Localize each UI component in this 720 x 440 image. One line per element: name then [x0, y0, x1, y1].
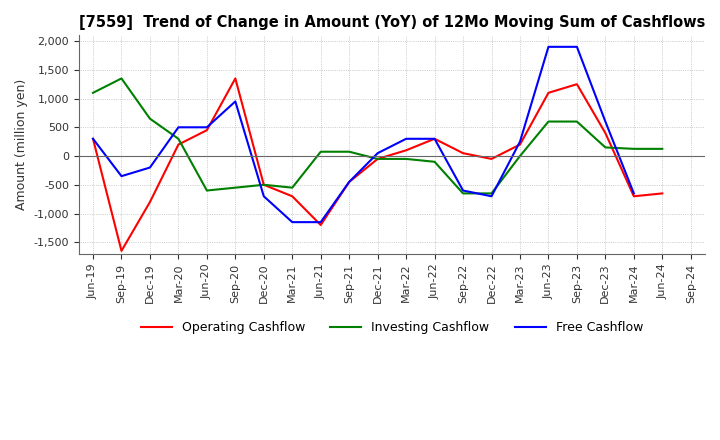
Free Cashflow [629, 191, 638, 196]
Line: Investing Cashflow: Investing Cashflow [93, 78, 662, 194]
Operating Cashflow [89, 136, 97, 141]
Free Cashflow [259, 194, 268, 199]
Free Cashflow [316, 220, 325, 225]
Free Cashflow [345, 179, 354, 184]
Free Cashflow [288, 220, 297, 225]
Free Cashflow [487, 194, 496, 199]
Investing Cashflow [572, 119, 581, 124]
Free Cashflow [459, 188, 467, 193]
Operating Cashflow [572, 81, 581, 87]
Legend: Operating Cashflow, Investing Cashflow, Free Cashflow: Operating Cashflow, Investing Cashflow, … [135, 316, 648, 339]
Free Cashflow [374, 150, 382, 156]
Operating Cashflow [316, 222, 325, 227]
Operating Cashflow [231, 76, 240, 81]
Investing Cashflow [345, 149, 354, 154]
Line: Free Cashflow: Free Cashflow [93, 47, 634, 222]
Title: [7559]  Trend of Change in Amount (YoY) of 12Mo Moving Sum of Cashflows: [7559] Trend of Change in Amount (YoY) o… [78, 15, 705, 30]
Investing Cashflow [145, 116, 154, 121]
Operating Cashflow [345, 179, 354, 184]
Operating Cashflow [117, 248, 126, 253]
Free Cashflow [89, 136, 97, 141]
Investing Cashflow [174, 136, 183, 141]
Investing Cashflow [231, 185, 240, 190]
Investing Cashflow [487, 191, 496, 196]
Investing Cashflow [89, 90, 97, 95]
Investing Cashflow [316, 149, 325, 154]
Operating Cashflow [174, 142, 183, 147]
Operating Cashflow [629, 194, 638, 199]
Operating Cashflow [601, 130, 610, 136]
Free Cashflow [117, 173, 126, 179]
Investing Cashflow [516, 154, 524, 159]
Investing Cashflow [259, 182, 268, 187]
Investing Cashflow [431, 159, 439, 165]
Free Cashflow [202, 125, 211, 130]
Operating Cashflow [487, 156, 496, 161]
Line: Operating Cashflow: Operating Cashflow [93, 78, 662, 251]
Investing Cashflow [544, 119, 553, 124]
Investing Cashflow [629, 146, 638, 151]
Operating Cashflow [658, 191, 667, 196]
Y-axis label: Amount (million yen): Amount (million yen) [15, 79, 28, 210]
Operating Cashflow [459, 150, 467, 156]
Free Cashflow [544, 44, 553, 49]
Free Cashflow [402, 136, 410, 141]
Operating Cashflow [202, 128, 211, 133]
Investing Cashflow [601, 145, 610, 150]
Operating Cashflow [516, 142, 524, 147]
Operating Cashflow [431, 136, 439, 141]
Operating Cashflow [402, 148, 410, 153]
Free Cashflow [516, 139, 524, 144]
Free Cashflow [231, 99, 240, 104]
Free Cashflow [601, 119, 610, 124]
Free Cashflow [572, 44, 581, 49]
Investing Cashflow [202, 188, 211, 193]
Operating Cashflow [374, 156, 382, 161]
Investing Cashflow [288, 185, 297, 190]
Free Cashflow [174, 125, 183, 130]
Investing Cashflow [117, 76, 126, 81]
Free Cashflow [431, 136, 439, 141]
Operating Cashflow [259, 182, 268, 187]
Operating Cashflow [544, 90, 553, 95]
Investing Cashflow [374, 156, 382, 161]
Investing Cashflow [402, 156, 410, 161]
Investing Cashflow [658, 146, 667, 151]
Operating Cashflow [288, 194, 297, 199]
Free Cashflow [145, 165, 154, 170]
Operating Cashflow [145, 199, 154, 205]
Investing Cashflow [459, 191, 467, 196]
